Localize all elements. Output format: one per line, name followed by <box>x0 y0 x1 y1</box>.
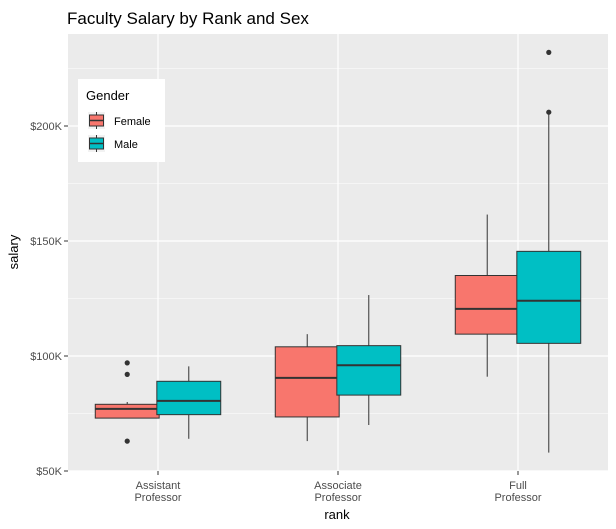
x-tick-label: Professor <box>134 492 181 504</box>
box-female-2 <box>454 214 520 377</box>
box-series <box>94 49 582 453</box>
legend-entry-female: Female <box>88 112 151 129</box>
y-tick-label: $50K <box>36 466 62 478</box>
legend-label: Male <box>114 139 138 151</box>
y-tick-label: $200K <box>30 121 62 133</box>
box-body <box>454 275 520 335</box>
chart-title: Faculty Salary by Rank and Sex <box>67 9 309 28</box>
y-tick-label: $100K <box>30 351 62 363</box>
x-tick-label: Professor <box>314 492 361 504</box>
legend-title: Gender <box>86 88 130 103</box>
box-male-0 <box>156 366 222 439</box>
outlier-point <box>124 438 130 444</box>
watermark-text: CSDN @福旺旺 <box>500 500 586 515</box>
outlier-point <box>546 109 552 115</box>
legend-entry-male: Male <box>88 135 138 152</box>
box-male-1 <box>336 295 402 425</box>
y-tick-label: $150K <box>30 236 62 248</box>
box-body <box>336 345 402 396</box>
legend: Gender Female Male <box>78 79 165 162</box>
x-tick-label: Associate <box>314 480 362 492</box>
outlier-point <box>124 371 130 377</box>
box-male-2 <box>516 49 582 453</box>
box-body <box>156 380 222 416</box>
box-female-1 <box>274 334 340 442</box>
axes: $50K$100K$150K$200KAssistantProfessorAss… <box>30 121 542 504</box>
x-tick-label: Professor <box>494 492 541 504</box>
y-axis-title: salary <box>6 234 21 269</box>
legend-label: Female <box>114 116 151 128</box>
x-tick-label: Full <box>509 480 527 492</box>
x-axis-title: rank <box>324 507 350 522</box>
outlier-point <box>124 360 130 366</box>
box-body <box>516 250 582 344</box>
x-tick-label: Assistant <box>136 480 181 492</box>
box-body <box>274 346 340 418</box>
box-female-0 <box>94 360 160 444</box>
outlier-point <box>546 49 552 56</box>
box-body <box>94 403 160 419</box>
